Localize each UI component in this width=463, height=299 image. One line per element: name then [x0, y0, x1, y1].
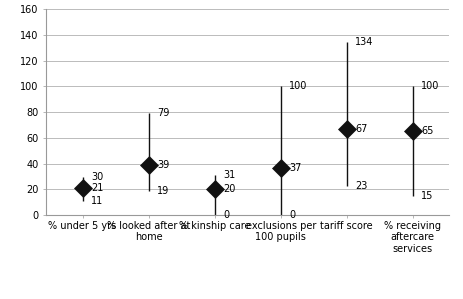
Text: 20: 20 — [223, 184, 236, 194]
Text: 67: 67 — [355, 124, 368, 134]
Text: 30: 30 — [91, 172, 103, 181]
Text: 0: 0 — [223, 210, 229, 220]
Text: 39: 39 — [157, 160, 169, 170]
Text: 23: 23 — [355, 181, 368, 191]
Text: 0: 0 — [289, 210, 295, 220]
Text: 79: 79 — [157, 109, 169, 118]
Text: 11: 11 — [91, 196, 103, 206]
Text: 65: 65 — [421, 126, 434, 136]
Text: 15: 15 — [421, 191, 434, 201]
Text: 37: 37 — [289, 163, 302, 173]
Text: 100: 100 — [421, 81, 440, 91]
Text: 134: 134 — [355, 37, 374, 48]
Text: 21: 21 — [91, 183, 104, 193]
Text: 19: 19 — [157, 186, 169, 196]
Text: 100: 100 — [289, 81, 308, 91]
Text: 31: 31 — [223, 170, 236, 180]
